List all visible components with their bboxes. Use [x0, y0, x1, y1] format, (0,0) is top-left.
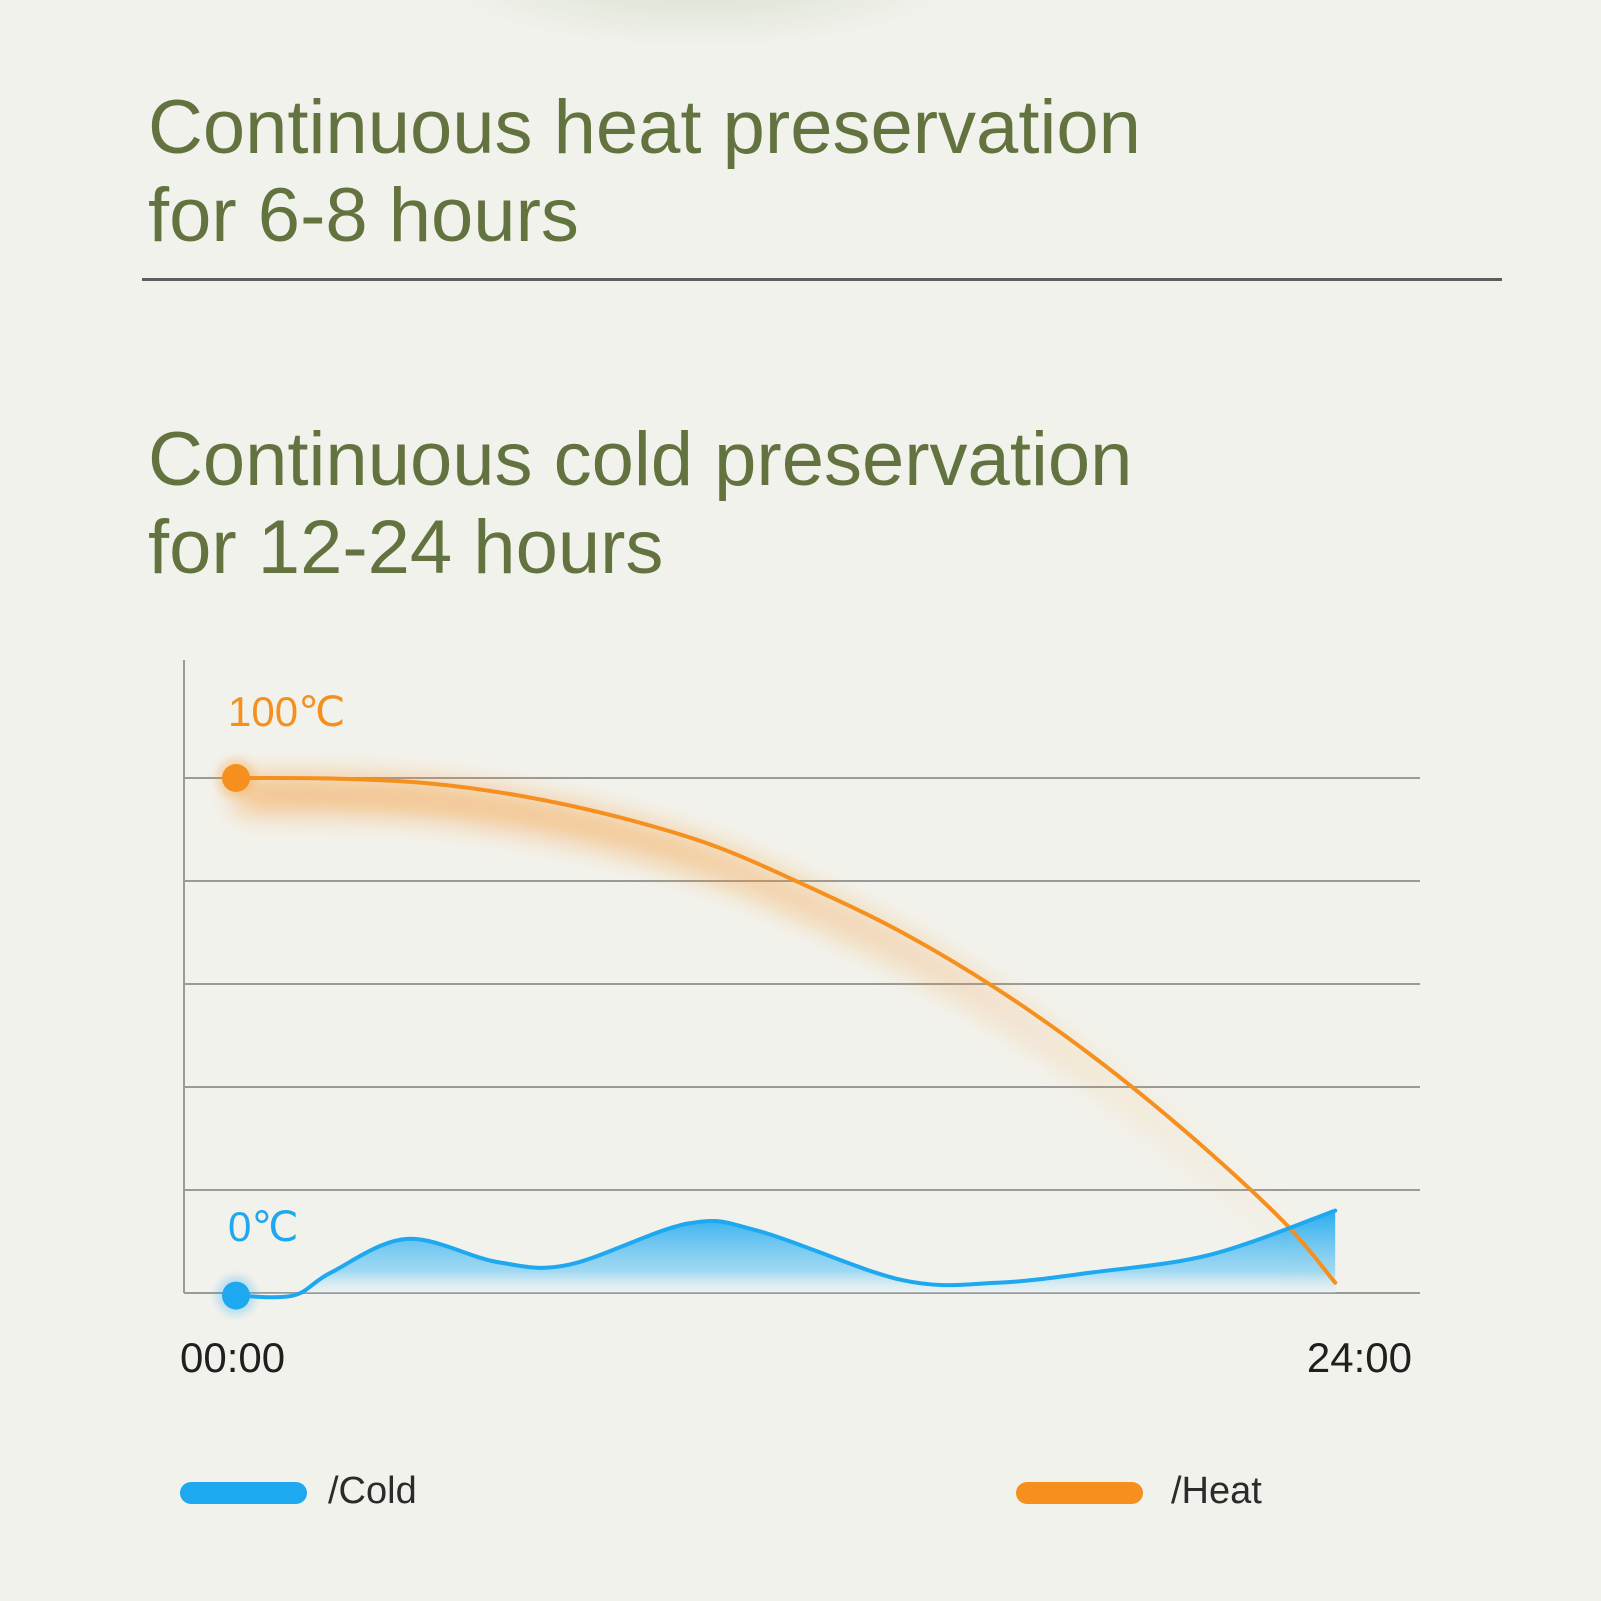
x-label-start: 00:00 [180, 1334, 285, 1381]
section-divider [142, 278, 1502, 281]
series-areas [236, 777, 1336, 1317]
legend-label-cold: /Cold [328, 1470, 417, 1512]
cold-heading-line-2: for 12-24 hours [148, 505, 664, 590]
cold-heading-line-1: Continuous cold preservation [148, 417, 1133, 502]
x-label-end: 24:00 [1307, 1334, 1412, 1381]
heat-area [236, 777, 1336, 1317]
series-markers [216, 758, 256, 1316]
legend-swatch-heat [1016, 1482, 1143, 1504]
heat-heading-line-2: for 6-8 hours [148, 173, 579, 258]
cold-line [234, 1208, 1338, 1300]
legend-label-heat: /Heat [1171, 1470, 1262, 1512]
legend-swatch-cold [180, 1482, 307, 1504]
y-label-heat: 100℃ [228, 688, 345, 735]
heat-start-marker [222, 764, 250, 792]
cold-area [236, 1210, 1336, 1298]
cold-start-marker [222, 1281, 250, 1310]
heat-preservation-heading: Continuous heat preservation for 6-8 hou… [148, 84, 1141, 260]
heat-heading-line-1: Continuous heat preservation [148, 85, 1141, 170]
heat-line [234, 775, 1338, 1285]
background-glow [420, 0, 980, 50]
series-lines [234, 775, 1338, 1300]
axis-labels: 100℃ 0℃ 00:00 24:00 [180, 688, 1412, 1381]
cold-preservation-heading: Continuous cold preservation for 12-24 h… [148, 416, 1132, 592]
y-label-cold: 0℃ [228, 1203, 299, 1250]
